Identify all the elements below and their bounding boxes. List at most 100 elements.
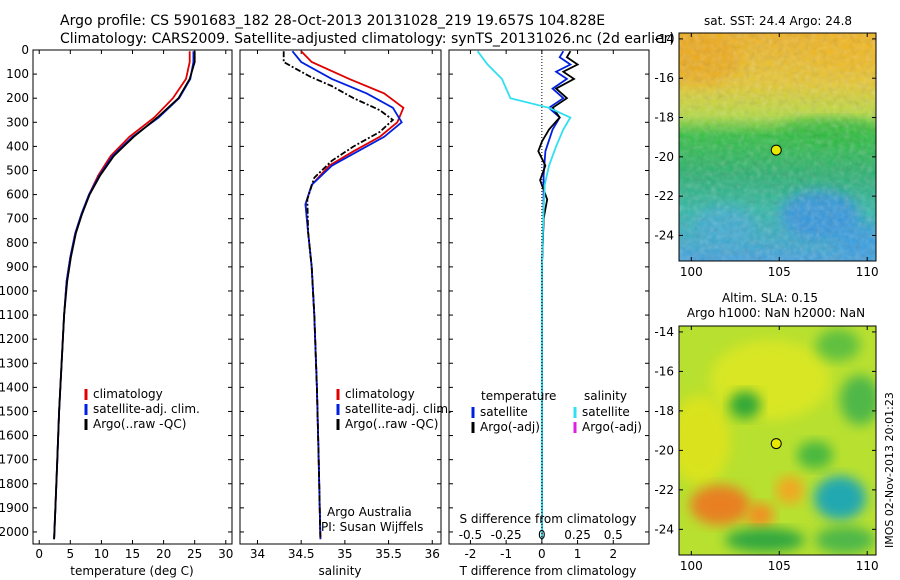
- depth-tick-label: 1600: [0, 429, 29, 443]
- sst-map-title: sat. SST: 24.4 Argo: 24.8: [704, 14, 852, 28]
- series-line-satellite-adj-clim-: [53, 51, 195, 540]
- x-tick-label: 35: [337, 547, 352, 561]
- sla-map-title-line1: Altim. SLA: 0.15: [722, 291, 818, 305]
- map-y-tick-label: -22: [654, 483, 674, 497]
- legend-label: climatology: [93, 387, 163, 401]
- credit-line2: PI: Susan Wijffels: [321, 520, 423, 534]
- difference-plot: -2 -1 0 1 2 -0.5 -0.25 0 0.25 0.5 temperature salin…: [449, 49, 649, 561]
- depth-tick-label: 1300: [0, 356, 29, 370]
- legend-label: Argo(..raw -QC): [345, 417, 438, 431]
- map-x-tick-label: 110: [856, 559, 879, 573]
- legend-label: satellite-adj. clim.: [93, 402, 200, 416]
- depth-tick-label: 1100: [0, 308, 29, 322]
- map-y-tick-label: -24: [654, 228, 674, 242]
- x-tick-label: 30: [218, 547, 233, 561]
- depth-tick-label: 0: [21, 43, 29, 57]
- legend-title-salinity: salinity: [584, 389, 627, 403]
- x-tick-label: 34: [250, 547, 265, 561]
- argo-location-marker: [770, 144, 782, 156]
- sst-map-axes: 100 105 110 -14 -16 -18 -20 -22 -24: [654, 32, 878, 279]
- depth-tick-label: 1800: [0, 477, 29, 491]
- depth-tick-label: 1900: [0, 501, 29, 515]
- x-tick-label: 0: [538, 547, 546, 561]
- series-line-argo-raw-qc-: [282, 51, 395, 540]
- map-x-tick-label: 105: [768, 265, 791, 279]
- difference-xlabel: T difference from climatology: [459, 564, 637, 578]
- x-tick-label: 20: [156, 547, 171, 561]
- x-tick-label: 5: [66, 547, 74, 561]
- map-y-tick-label: -16: [654, 364, 674, 378]
- s-tick-label: 0.5: [604, 528, 623, 542]
- x-tick-label: 25: [187, 547, 202, 561]
- difference-plot-frame: [448, 49, 650, 545]
- depth-tick-label: 900: [6, 260, 29, 274]
- legend-label: Argo(-adj): [480, 420, 540, 434]
- depth-tick-label: 1000: [0, 284, 29, 298]
- map-y-tick-label: -20: [654, 443, 674, 457]
- figure-title-line2: Climatology: CARS2009. Satellite-adjuste…: [60, 31, 675, 47]
- sst-heatmap: [679, 33, 876, 261]
- salinity-plot: 34 34.5 35 35.5 36 climatologysatellite-adj. …: [240, 49, 452, 561]
- legend-label: climatology: [345, 387, 415, 401]
- legend-label: Argo(..raw -QC): [93, 417, 186, 431]
- map-y-tick-label: -14: [654, 32, 674, 46]
- sla-map-title-line2: Argo h1000: NaN h2000: NaN: [687, 306, 865, 320]
- series-line-satellite-adj-clim-: [291, 50, 403, 540]
- s-tick-label: -0.5: [459, 528, 482, 542]
- s-tick-label: -0.25: [491, 528, 522, 542]
- depth-axis: 0 100 200 300 400 500 600 700 800 900 1000 1100 1200…: [0, 43, 29, 539]
- x-tick-label: 35.5: [375, 547, 402, 561]
- credit-line1: Argo Australia: [327, 505, 412, 519]
- legend-title-temperature: temperature: [481, 389, 556, 403]
- x-tick-label: 34.5: [288, 547, 315, 561]
- map-y-tick-label: -18: [654, 404, 674, 418]
- legend-label: satellite: [582, 405, 630, 419]
- x-tick-label: 10: [94, 547, 109, 561]
- sla-map-axes: 100 105 110 -14 -16 -18 -20 -22 -24: [654, 325, 878, 573]
- imos-timestamp: IMOS 02-Nov-2013 20:01:23: [883, 392, 896, 548]
- x-tick-label: -2: [464, 547, 476, 561]
- map-y-tick-label: -24: [654, 522, 674, 536]
- argo-location-marker: [770, 438, 782, 450]
- depth-tick-label: 300: [6, 115, 29, 129]
- depth-tick-label: 1400: [0, 380, 29, 394]
- x-tick-label: 36: [425, 547, 440, 561]
- temperature-xlabel: temperature (deg C): [70, 564, 193, 578]
- map-y-tick-label: -20: [654, 150, 674, 164]
- map-x-tick-label: 100: [680, 265, 703, 279]
- temperature-plot-frame: [32, 49, 233, 545]
- difference-xlabel-top: S difference from climatology: [460, 512, 637, 526]
- depth-tick-label: 100: [6, 67, 29, 81]
- sst-map-frame: [678, 32, 877, 262]
- series-line-argo-raw-qc-: [53, 51, 196, 540]
- depth-tick-label: 2000: [0, 525, 29, 539]
- depth-tick-label: 1500: [0, 404, 29, 418]
- legend-label: Argo(-adj): [582, 420, 642, 434]
- salinity-xlabel: salinity: [318, 564, 361, 578]
- depth-tick-label: 800: [6, 236, 29, 250]
- x-tick-label: 15: [125, 547, 140, 561]
- map-y-tick-label: -16: [654, 71, 674, 85]
- s-tick-label: 0.25: [564, 528, 591, 542]
- map-x-tick-label: 100: [680, 559, 703, 573]
- depth-tick-label: 200: [6, 91, 29, 105]
- x-tick-label: 0: [35, 547, 43, 561]
- depth-tick-label: 1200: [0, 332, 29, 346]
- series-line-satellite: [476, 50, 572, 540]
- series-line-argo-adj-: [537, 50, 580, 540]
- legend-label: satellite-adj. clim.: [345, 402, 452, 416]
- depth-tick-label: 600: [6, 188, 29, 202]
- map-y-tick-label: -18: [654, 111, 674, 125]
- x-tick-label: -1: [500, 547, 512, 561]
- depth-tick-label: 700: [6, 212, 29, 226]
- salinity-plot-frame: [239, 49, 442, 545]
- map-y-tick-label: -22: [654, 189, 674, 203]
- depth-tick-label: 1700: [0, 453, 29, 467]
- series-line-climatology: [53, 51, 191, 540]
- map-y-tick-label: -14: [654, 325, 674, 339]
- figure-title-line1: Argo profile: CS 5901683_182 28-Oct-2013…: [60, 13, 605, 29]
- map-x-tick-label: 105: [768, 559, 791, 573]
- depth-tick-label: 500: [6, 163, 29, 177]
